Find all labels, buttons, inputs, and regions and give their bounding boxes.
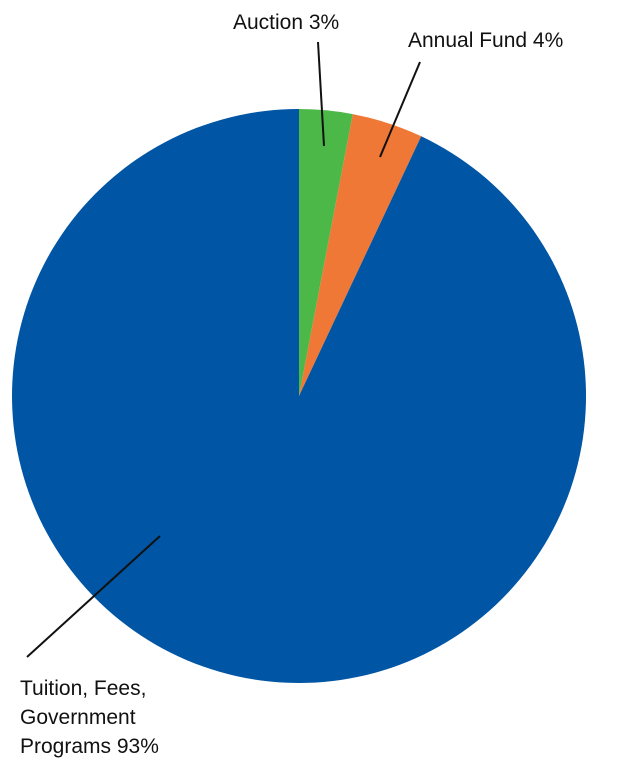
slice-label-auction-line-1: Auction 3% (233, 11, 339, 34)
leader-line-auction (317, 41, 325, 147)
slice-label-tuition-line-1: Tuition, Fees, (20, 677, 146, 700)
slice-label-tuition: Tuition, Fees, Government Programs 93% (20, 677, 159, 758)
slice-label-annual-fund-line-1: Annual Fund 4% (408, 29, 563, 52)
slice-label-annual-fund: Annual Fund 4% (408, 29, 563, 52)
pie-slice-annual-fund (299, 114, 422, 396)
leader-line-annual-fund (379, 61, 421, 158)
slice-label-auction: Auction 3% (233, 11, 339, 34)
slice-label-tuition-line-2: Government (20, 706, 136, 729)
slice-label-tuition-line-3: Programs 93% (20, 735, 159, 758)
pie-slices (12, 109, 587, 683)
leader-lines (26, 41, 421, 658)
pie-slice-auction (299, 109, 353, 396)
leader-line-tuition (26, 535, 161, 658)
